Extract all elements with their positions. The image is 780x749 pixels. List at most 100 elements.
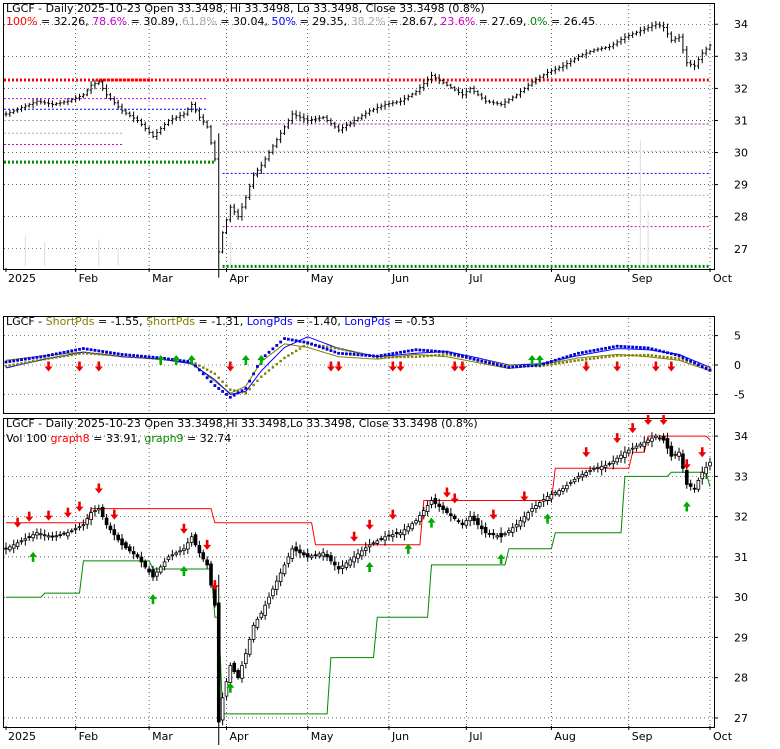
longpds-dot bbox=[279, 340, 283, 344]
candle-body bbox=[298, 549, 302, 554]
buy-arrow bbox=[404, 543, 413, 554]
shortpds-dot bbox=[113, 353, 116, 357]
oscillator-panel-frame bbox=[3, 316, 715, 414]
candle-body bbox=[696, 479, 701, 490]
longpds-dot bbox=[43, 354, 47, 358]
longpds-dot bbox=[213, 384, 217, 387]
longpds-dot bbox=[368, 354, 372, 357]
longpds-dot bbox=[530, 364, 534, 367]
x-tick-label: Oct bbox=[713, 272, 733, 285]
shortpds-dot bbox=[240, 391, 244, 394]
longpds-dot bbox=[209, 380, 213, 384]
shortpds-dot bbox=[78, 352, 81, 356]
shortpds-dot bbox=[229, 388, 232, 391]
longpds-dot bbox=[132, 354, 136, 357]
shortpds-dot bbox=[287, 354, 290, 357]
candle-body bbox=[174, 552, 178, 555]
shortpds-dot bbox=[646, 353, 650, 357]
longpds-dot bbox=[47, 354, 50, 357]
oscillator-panel-plot bbox=[4, 336, 712, 399]
shortpds-dot bbox=[279, 359, 282, 363]
candle-body bbox=[367, 544, 372, 548]
candle-body bbox=[46, 535, 51, 538]
shortpds-dot bbox=[116, 354, 120, 357]
candle-body bbox=[263, 604, 267, 616]
longpds-dot bbox=[105, 350, 108, 354]
y-tick-label: 34 bbox=[734, 18, 748, 31]
shortpds-dot bbox=[619, 354, 623, 357]
shortpds-dot bbox=[252, 383, 255, 387]
longpds-dot bbox=[252, 372, 255, 376]
longpds-dot bbox=[325, 347, 329, 351]
longpds-dot bbox=[573, 353, 577, 356]
shortpds-dot bbox=[51, 356, 54, 360]
shortpds-dot bbox=[418, 355, 422, 358]
oscillator-legend: LGCF - ShortPds = -1.55, ShortPds = -1.3… bbox=[6, 315, 435, 328]
buy-arrow bbox=[156, 354, 165, 365]
longpds-dot bbox=[201, 372, 205, 376]
shortpds-dot bbox=[329, 346, 333, 349]
longpds-dot bbox=[112, 351, 116, 355]
longpds-dot bbox=[298, 339, 302, 343]
shortpds-dot bbox=[225, 384, 228, 387]
candle-body bbox=[151, 569, 155, 578]
shortpds-dot bbox=[28, 360, 31, 364]
candle-body bbox=[290, 548, 295, 559]
x-tick-label: May bbox=[311, 730, 334, 743]
fib-sep: = bbox=[127, 15, 143, 28]
candle-body bbox=[8, 546, 12, 551]
shortpds-dot bbox=[546, 363, 549, 367]
sell-arrow bbox=[628, 423, 637, 434]
buy-arrow bbox=[226, 682, 235, 693]
shortpds-dot bbox=[298, 347, 302, 350]
longpds-dot bbox=[414, 348, 418, 352]
candle-body bbox=[441, 505, 445, 510]
shortpds-dot bbox=[233, 389, 236, 392]
sell-arrow bbox=[13, 517, 22, 528]
longpds-dot bbox=[461, 354, 464, 358]
y-tick-label: 32 bbox=[734, 511, 748, 524]
candle-body bbox=[398, 532, 403, 536]
shortpds-dot bbox=[600, 356, 603, 359]
longpds-dot bbox=[375, 354, 379, 358]
candle-body bbox=[244, 653, 248, 664]
candle-body bbox=[561, 488, 565, 492]
longpds-dot bbox=[186, 360, 190, 363]
shortpds-dot bbox=[441, 353, 445, 356]
shortpds-dot bbox=[596, 356, 600, 360]
longpds-dot bbox=[23, 357, 27, 361]
fib-sep: = bbox=[217, 15, 233, 28]
x-tick-label: 2025 bbox=[8, 730, 36, 743]
sell-arrow bbox=[350, 531, 359, 542]
longpds-dot bbox=[519, 365, 522, 368]
shortpds-dot bbox=[438, 353, 441, 357]
osc-legend-part: LongPds bbox=[247, 315, 293, 328]
candle-body bbox=[158, 566, 163, 573]
shortpds-dot bbox=[643, 353, 646, 357]
candle-body bbox=[588, 469, 592, 472]
fib-sep: , bbox=[523, 15, 530, 28]
shortpds-dot bbox=[407, 355, 410, 359]
shortpds-dot bbox=[256, 379, 259, 383]
fib-618-label: 61.8% bbox=[182, 15, 217, 28]
candle-body bbox=[568, 482, 573, 484]
osc-legend-part: LGCF - bbox=[6, 315, 46, 328]
candle-body bbox=[592, 467, 596, 470]
y-tick-label: 30 bbox=[734, 591, 748, 604]
longpds-dot bbox=[488, 361, 491, 365]
candle-body bbox=[499, 532, 503, 538]
longpds-dot bbox=[468, 356, 472, 360]
shortpds-dot bbox=[194, 362, 197, 365]
candle-body bbox=[483, 527, 488, 534]
longpds-dot bbox=[74, 348, 78, 352]
shortpds-dot bbox=[275, 363, 278, 366]
y-tick-label: 28 bbox=[734, 672, 748, 685]
shortpds-dot bbox=[109, 353, 112, 357]
candle-body bbox=[479, 525, 484, 530]
candle-body bbox=[538, 502, 542, 507]
longpds-dot bbox=[81, 347, 85, 350]
shortpds-dot bbox=[561, 361, 565, 364]
x-tick-label: Oct bbox=[713, 730, 733, 743]
candle-body bbox=[294, 546, 298, 552]
sell-arrow bbox=[613, 433, 622, 444]
